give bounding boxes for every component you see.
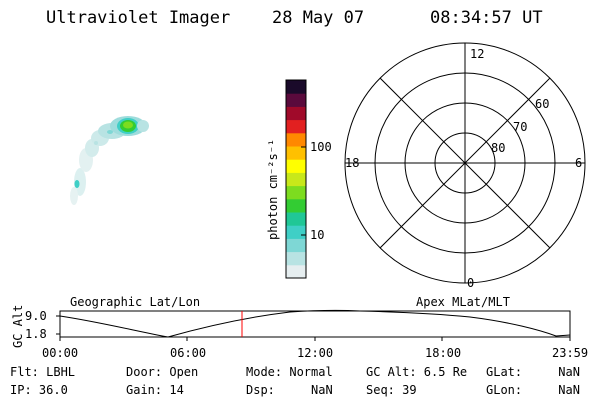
colorbar-label-100: 100 <box>310 140 332 154</box>
colorbar-swatch <box>286 251 306 266</box>
date-label: 28 May 07 <box>272 8 365 28</box>
xtick-label-0600: 06:00 <box>170 346 207 360</box>
timeline-left-title: Geographic Lat/Lon <box>70 295 201 309</box>
timeline-ymax-label: 9.0 <box>25 309 47 323</box>
polar-diagonal-2 <box>379 77 551 249</box>
status-door: Door: Open <box>126 365 199 379</box>
colorbar-frame <box>285 79 307 279</box>
colorbar-swatch <box>286 80 306 94</box>
colorbar <box>285 79 307 279</box>
colorbar-label-10: 10 <box>310 228 325 242</box>
status-seq: Seq: 39 <box>366 383 417 397</box>
lat-label-70: 70 <box>513 120 528 134</box>
status-dsp: Dsp: NaN <box>246 383 333 397</box>
xtick-label-2359: 23:59 <box>552 346 589 360</box>
colorbar-swatch <box>286 172 306 187</box>
colorbar-swatch <box>286 264 306 279</box>
colorbar-swatch <box>286 132 306 147</box>
orbit-altitude-curve <box>59 309 571 338</box>
colorbar-swatch <box>286 212 306 226</box>
lat-label-60: 60 <box>535 97 550 111</box>
colorbar-swatch <box>286 146 306 160</box>
mlt-label-0: 0 <box>467 276 475 290</box>
polar-grid <box>344 42 586 284</box>
colorbar-swatch <box>286 238 306 253</box>
mlt-label-18: 18 <box>345 156 360 170</box>
colorbar-swatch <box>286 119 306 134</box>
time-label: 08:34:57 UT <box>430 8 543 28</box>
status-ip: IP: 36.0 <box>10 383 68 397</box>
xtick-label-0000: 00:00 <box>42 346 79 360</box>
mlt-label-6: 6 <box>575 156 583 170</box>
status-glon: GLon: NaN <box>486 383 580 397</box>
timeline-frame <box>59 310 571 338</box>
aurora-emission <box>70 116 149 205</box>
status-gc-alt: GC Alt: 6.5 Re <box>366 365 468 379</box>
colorbar-swatch <box>286 198 306 213</box>
colorbar-swatch <box>286 159 306 173</box>
colorbar-swatch <box>286 185 306 200</box>
colorbar-swatch <box>286 93 306 107</box>
timeline-ymin-label: 1.8 <box>25 327 47 341</box>
mlt-label-12: 12 <box>470 47 485 61</box>
colorbar-swatch <box>286 225 306 239</box>
instrument-title: Ultraviolet Imager <box>46 8 231 28</box>
lat-label-80: 80 <box>491 141 506 155</box>
timeline-ylabel: GC Alt <box>11 304 25 348</box>
timeline-xticks <box>59 337 571 341</box>
status-filter: Flt: LBHL <box>10 365 76 379</box>
status-glat: GLat: NaN <box>486 365 580 379</box>
status-mode: Mode: Normal <box>246 365 333 379</box>
status-gain: Gain: 14 <box>126 383 184 397</box>
xtick-label-1200: 12:00 <box>297 346 334 360</box>
timeline-right-title: Apex MLat/MLT <box>416 295 510 309</box>
colorbar-unit-label: photon cm⁻²s⁻¹ <box>266 138 280 240</box>
colorbar-swatch <box>286 106 306 121</box>
xtick-label-1800: 18:00 <box>425 346 462 360</box>
